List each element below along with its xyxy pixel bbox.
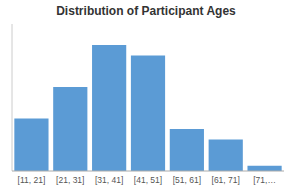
bars bbox=[14, 45, 281, 171]
x-tick-label: [51, 61] bbox=[173, 175, 201, 185]
y-axis-line bbox=[12, 24, 13, 171]
x-tick-label: [31, 41] bbox=[95, 175, 123, 185]
bar bbox=[53, 87, 87, 171]
chart: Distribution of Participant Ages [11, 21]… bbox=[0, 0, 292, 191]
x-axis-line bbox=[12, 171, 284, 172]
x-tick-label: [61, 71] bbox=[212, 175, 240, 185]
bar bbox=[170, 129, 204, 171]
x-tick-label: [11, 21] bbox=[18, 175, 46, 185]
chart-container: Distribution of Participant Ages [11, 21]… bbox=[0, 0, 292, 191]
bar bbox=[131, 56, 165, 172]
bar bbox=[14, 119, 48, 172]
title: Distribution of Participant Ages bbox=[56, 4, 236, 18]
x-tick-label: [41, 51] bbox=[134, 175, 162, 185]
x-tick-label: [71,… bbox=[253, 175, 276, 185]
x-tick-label: [21, 31] bbox=[56, 175, 84, 185]
bar bbox=[92, 45, 126, 171]
bar bbox=[247, 166, 281, 171]
bar bbox=[209, 140, 243, 172]
